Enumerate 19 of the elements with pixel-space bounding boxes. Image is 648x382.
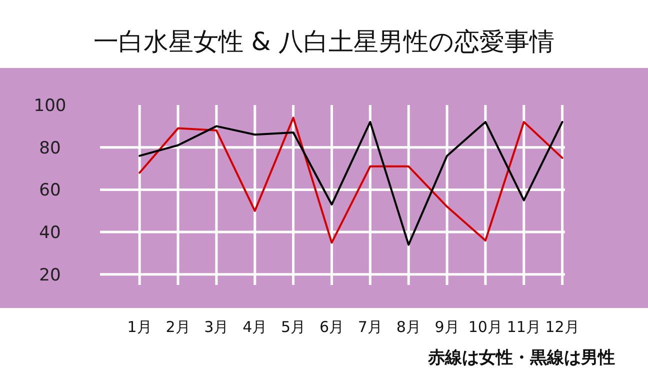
x-tick-label: 3月: [204, 318, 229, 336]
x-tick-label: 9月: [434, 318, 460, 336]
x-tick-label: 10月: [468, 318, 502, 336]
chart-title: 一白水星女性 & 八白土星男性の恋愛事情: [93, 27, 555, 56]
x-tick-label: 4月: [242, 318, 268, 336]
y-tick-label: 60: [39, 180, 61, 201]
x-tick-label: 1月: [127, 318, 152, 336]
y-tick-label: 40: [39, 223, 61, 244]
text: 赤線は女性・黒線は男性: [427, 348, 615, 368]
x-tick-label: 12月: [545, 318, 580, 336]
x-tick-label: 6月: [319, 318, 344, 336]
y-tick-label: 100: [34, 96, 66, 116]
x-tick-label: 5月: [281, 318, 306, 336]
x-tick-label: 2月: [166, 318, 190, 336]
x-tick-label: 11月: [506, 318, 541, 336]
x-tick-label: 8月: [396, 318, 421, 336]
x-tick-label: 7月: [358, 318, 382, 336]
y-tick-label: 20: [39, 265, 61, 286]
y-tick-label: 80: [39, 138, 61, 158]
